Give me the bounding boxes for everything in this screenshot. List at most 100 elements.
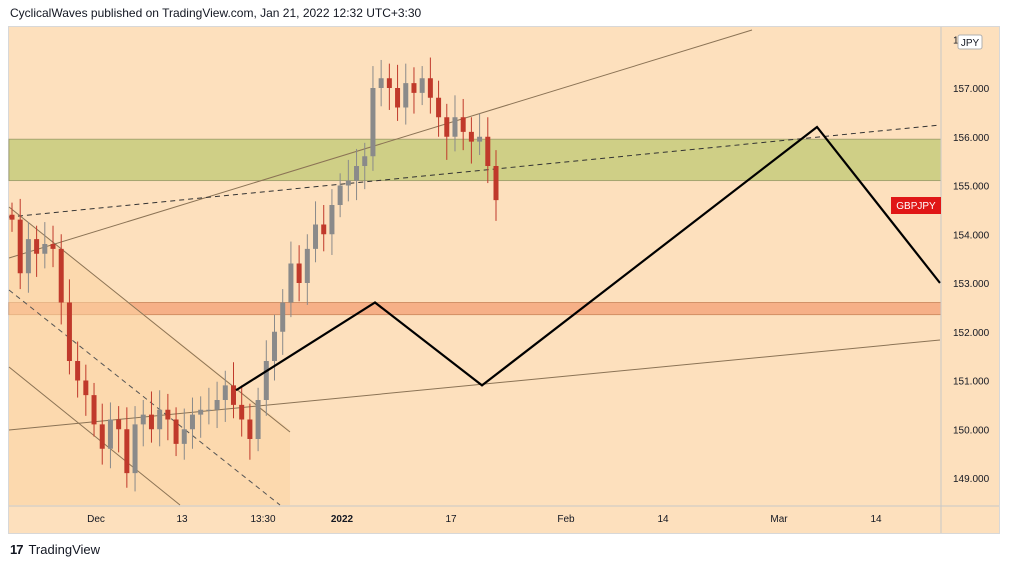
upper-trendline	[8, 29, 753, 259]
time-tick-label: 2022	[331, 514, 354, 525]
dashed-trendline	[8, 124, 941, 218]
price-tick-label: 150.000	[953, 425, 990, 436]
candle-body	[148, 414, 154, 430]
candle-body	[452, 117, 458, 137]
candle-body	[34, 239, 40, 254]
candles-group	[9, 57, 499, 492]
candle-body	[280, 302, 286, 332]
symbol-price-tag-label: GBPJPY	[896, 201, 936, 212]
candle-body	[362, 156, 368, 166]
candle-body	[403, 83, 409, 108]
candle-body	[107, 419, 113, 449]
candle-body	[272, 331, 278, 361]
candle-body	[296, 263, 302, 283]
time-tick-label: 17	[445, 514, 457, 525]
candle-body	[75, 361, 81, 381]
candle-body	[288, 263, 294, 303]
symbol-price-tag	[891, 197, 941, 214]
candle-body	[239, 404, 245, 420]
candle-body	[354, 166, 360, 181]
candle-body	[386, 78, 392, 88]
projection-path	[235, 125, 941, 392]
time-tick-label: Mar	[770, 514, 788, 525]
candle-body	[173, 419, 179, 444]
price-tick-label: 1	[953, 35, 959, 46]
candle-body	[395, 88, 401, 108]
time-tick-label: Feb	[557, 514, 575, 525]
candle-body	[206, 409, 212, 411]
currency-badge	[957, 34, 983, 50]
candle-body	[444, 117, 450, 137]
lower-trendline	[8, 339, 941, 431]
candle-body	[411, 83, 417, 93]
candle-body	[50, 244, 56, 249]
price-tick-label: 156.000	[953, 133, 990, 144]
time-axis: Dec 13 13:30 2022 17 Feb 14 Mar 14	[87, 514, 882, 525]
candle-body	[337, 185, 343, 205]
candle-body	[345, 180, 351, 186]
publisher-line: CyclicalWaves published on TradingView.c…	[10, 6, 422, 20]
candle-body	[468, 131, 474, 142]
candle-body	[157, 409, 163, 430]
price-tick-label: 157.000	[953, 84, 990, 95]
candle-body	[493, 166, 499, 201]
candle-body	[17, 219, 23, 274]
candle-body	[91, 395, 97, 425]
candle-body	[99, 424, 105, 449]
candle-body	[304, 248, 310, 283]
candle-body	[9, 214, 15, 220]
candle-body	[132, 424, 138, 474]
candle-body	[25, 239, 31, 274]
channel-shade	[9, 207, 290, 505]
candle-body	[83, 380, 89, 396]
candle-body	[427, 78, 433, 98]
candle-body	[42, 244, 48, 254]
candle-body	[460, 117, 466, 132]
candle-body	[313, 224, 319, 249]
candle-body	[255, 400, 261, 439]
candle-body	[189, 414, 195, 430]
channel-top-line	[8, 206, 291, 433]
candle-body	[321, 224, 327, 235]
candle-body	[230, 385, 236, 405]
tradingview-logo-icon: 17	[10, 542, 24, 557]
candle-body	[66, 302, 72, 361]
candle-body	[247, 419, 253, 439]
candle-body	[419, 78, 425, 93]
candle-body	[436, 97, 442, 118]
price-tick-label: 151.000	[953, 377, 990, 388]
price-tick-label: 155.000	[953, 182, 990, 193]
tradingview-footer[interactable]: 17 TradingView	[10, 542, 100, 557]
candle-body	[214, 400, 220, 410]
time-tick-label: 14	[657, 514, 669, 525]
resistance-zone	[8, 138, 942, 182]
candle-body	[198, 409, 204, 415]
candle-body	[181, 429, 187, 444]
channel-mid-line	[8, 289, 281, 506]
price-tick-label: 152.000	[953, 328, 990, 339]
price-tick-label: 154.000	[953, 230, 990, 241]
support-zone	[8, 302, 942, 316]
time-tick-label: 13:30	[250, 514, 275, 525]
candle-body	[485, 136, 491, 166]
candle-body	[140, 414, 146, 425]
candle-body	[378, 78, 384, 88]
price-tick-label: 149.000	[953, 474, 990, 485]
candle-body	[263, 361, 269, 400]
candle-body	[329, 205, 335, 235]
candle-body	[124, 429, 130, 474]
price-axis: 149.000 150.000 151.000 152.000 153.000 154.0…	[953, 35, 990, 485]
time-tick-label: Dec	[87, 514, 105, 525]
candle-body	[165, 409, 171, 420]
time-tick-label: 14	[870, 514, 882, 525]
candle-body	[477, 136, 483, 142]
candle-body	[116, 419, 122, 430]
candle-body	[370, 88, 376, 157]
price-tick-label: 153.000	[953, 279, 990, 290]
candle-body	[222, 385, 228, 400]
currency-label: JPY	[961, 38, 980, 49]
tradingview-brand: TradingView	[28, 542, 101, 557]
time-tick-label: 13	[176, 514, 188, 525]
candle-body	[58, 248, 64, 303]
